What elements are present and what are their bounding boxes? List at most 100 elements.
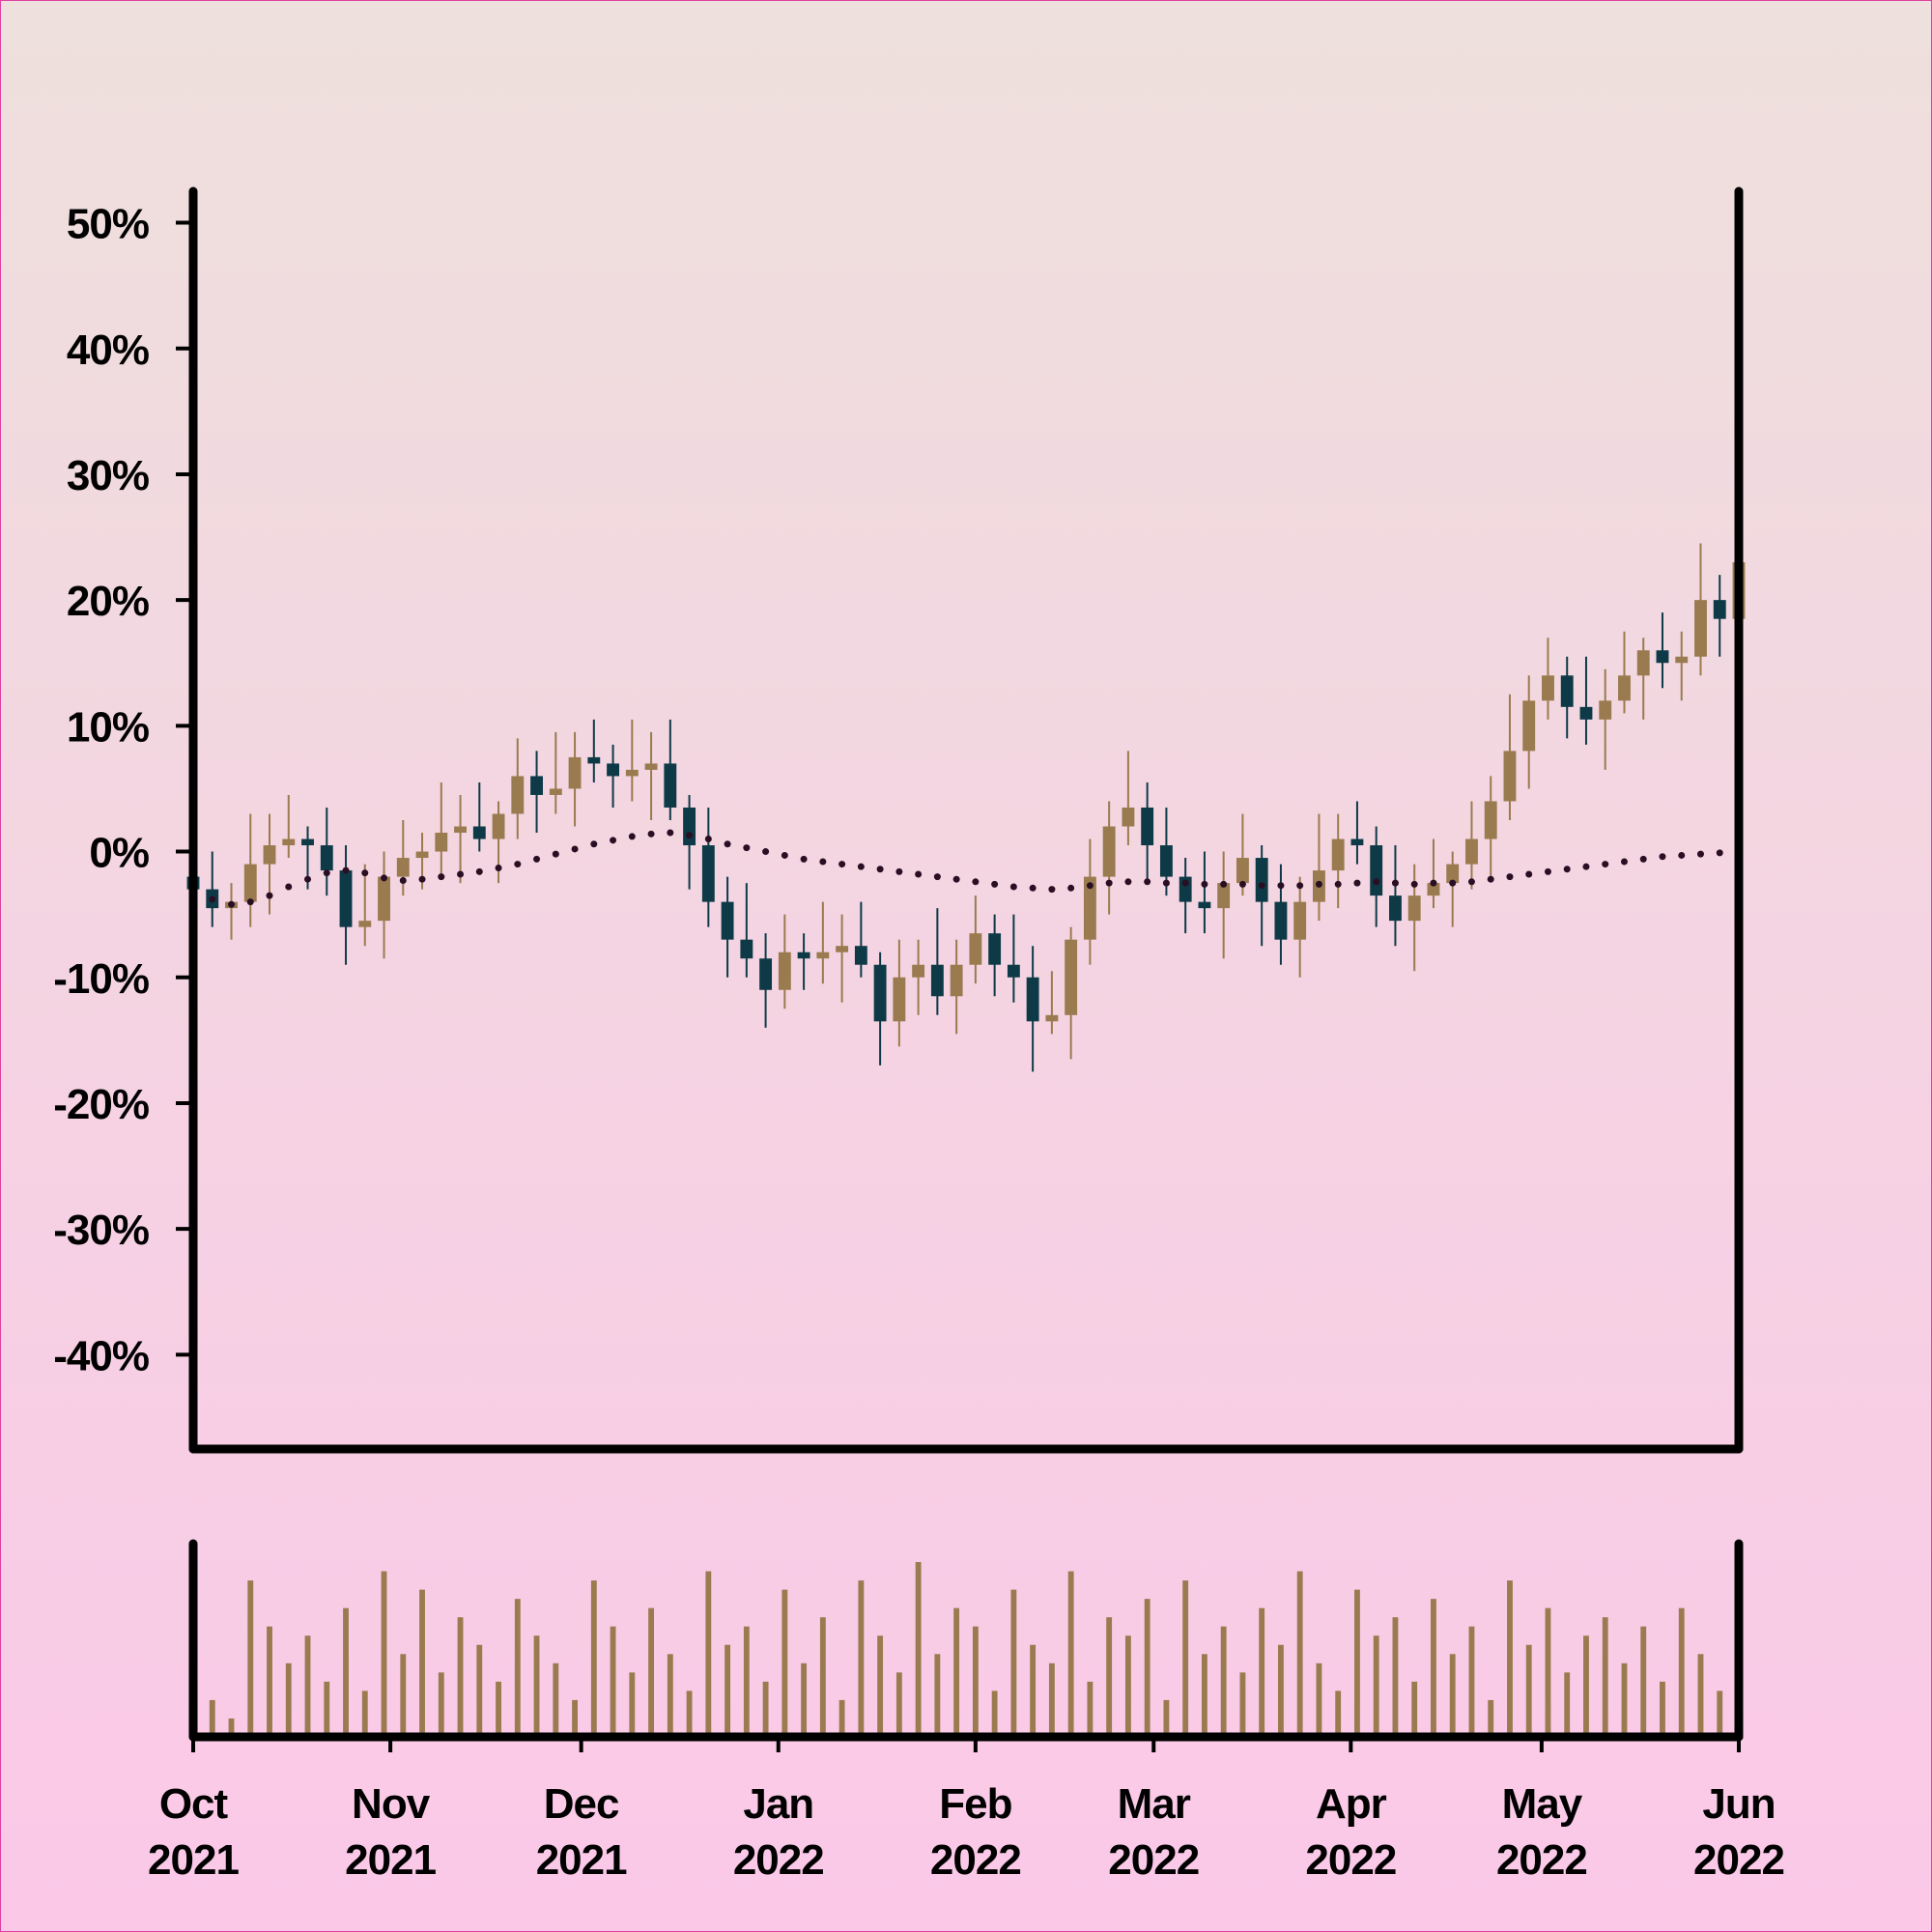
moving-average-dot: [209, 895, 216, 903]
price-pane: [186, 525, 1746, 1072]
moving-average-dot: [1506, 873, 1514, 881]
volume-bar: [801, 1662, 808, 1737]
moving-average-dot: [438, 873, 445, 881]
moving-average-dot: [533, 855, 541, 863]
x-tick-label: Oct 2021: [148, 1780, 239, 1884]
volume-bar: [743, 1626, 750, 1737]
volume-bar: [1678, 1607, 1685, 1737]
volume-bar: [667, 1654, 673, 1737]
x-tick-label: May 2022: [1496, 1780, 1587, 1884]
candle-body: [1522, 700, 1536, 752]
x-tick-label: Jan 2022: [733, 1780, 824, 1884]
moving-average-dot: [1716, 849, 1723, 857]
candle-body: [1350, 838, 1364, 846]
moving-average-dot: [285, 883, 293, 891]
volume-bar: [1067, 1571, 1074, 1737]
candle-body: [644, 763, 658, 770]
candle-body: [1331, 838, 1345, 871]
candle-body: [339, 870, 353, 927]
volume-bar: [381, 1571, 387, 1737]
volume-bar: [1564, 1672, 1571, 1737]
moving-average-dot: [991, 880, 999, 888]
volume-bar: [1525, 1644, 1532, 1737]
moving-average-dot: [475, 867, 483, 875]
moving-average-dot: [1029, 884, 1037, 892]
volume-bar: [228, 1718, 235, 1737]
moving-average-dot: [418, 875, 426, 883]
candle-body: [378, 876, 390, 922]
moving-average-dot: [590, 840, 598, 848]
volume-bar: [1449, 1654, 1456, 1737]
candle-body: [664, 763, 677, 808]
moving-average-dot: [1258, 882, 1265, 890]
volume-bar: [1144, 1599, 1151, 1737]
candle-body: [816, 952, 830, 959]
candle-body: [1293, 901, 1307, 940]
moving-average-dot: [1391, 879, 1399, 887]
candle-body: [1007, 964, 1020, 978]
candle-body: [1446, 864, 1460, 884]
volume-bar: [781, 1589, 788, 1737]
moving-average-dot: [552, 850, 559, 858]
volume-bar: [1048, 1662, 1055, 1737]
volume-bar: [1335, 1690, 1342, 1737]
candle-body: [1407, 895, 1421, 922]
candle-body: [587, 756, 601, 764]
volume-bar: [991, 1690, 998, 1737]
moving-average-dot: [1659, 853, 1666, 861]
volume-bar: [1660, 1681, 1665, 1737]
candle-body: [1236, 858, 1249, 884]
candle-body: [1389, 895, 1402, 922]
moving-average-dot: [1410, 880, 1418, 888]
candle-body: [549, 788, 562, 795]
moving-average-dot: [1487, 875, 1494, 883]
candle-body: [1656, 650, 1669, 664]
volume-bar: [1468, 1626, 1475, 1737]
volume-bar: [324, 1681, 330, 1737]
moving-average-dot: [781, 851, 788, 859]
y-tick-label: 0%: [89, 830, 149, 877]
candle-body: [1465, 838, 1478, 865]
volume-bar: [1296, 1571, 1303, 1737]
candle-body: [1102, 826, 1116, 877]
candle-body: [1636, 650, 1650, 676]
volume-bar: [1277, 1644, 1284, 1737]
moving-average-dot: [610, 837, 617, 844]
volume-bar: [705, 1571, 712, 1737]
volume-bar: [1602, 1617, 1608, 1737]
volume-bar: [533, 1635, 540, 1737]
moving-average-dot: [1238, 880, 1246, 888]
candle-body: [721, 901, 734, 940]
candle-body: [1045, 1014, 1059, 1022]
candle-body: [930, 964, 944, 997]
moving-average-dot: [972, 878, 980, 886]
candle-body: [1427, 883, 1440, 896]
moving-average-dot: [1144, 878, 1151, 886]
moving-average-dot: [1124, 878, 1132, 886]
moving-average-dot: [571, 845, 579, 853]
moving-average-dot: [1334, 880, 1342, 888]
moving-average-dot: [800, 855, 808, 863]
volume-bar: [858, 1580, 865, 1737]
moving-average-dot: [1220, 880, 1228, 888]
moving-average-dot: [1525, 870, 1533, 878]
moving-average-dot: [915, 870, 923, 878]
volume-bar: [629, 1672, 636, 1737]
moving-average-dot: [1373, 878, 1380, 886]
candle-body: [988, 933, 1002, 965]
candle-body: [1713, 600, 1726, 619]
x-tick-label: Nov 2021: [345, 1780, 436, 1884]
moving-average-dot: [933, 873, 941, 881]
moving-average-dot: [1277, 882, 1285, 890]
y-tick-label: 50%: [67, 201, 149, 248]
moving-average-dot: [514, 861, 522, 868]
candle-body: [263, 845, 276, 865]
volume-bar: [572, 1699, 578, 1737]
candle-body: [1217, 883, 1231, 909]
volume-bar: [1545, 1607, 1551, 1737]
volume-bar: [1392, 1617, 1399, 1737]
candle-body: [282, 838, 296, 846]
candle-body: [912, 964, 925, 978]
candle-body: [1141, 807, 1154, 846]
volume-bar: [1182, 1580, 1189, 1737]
